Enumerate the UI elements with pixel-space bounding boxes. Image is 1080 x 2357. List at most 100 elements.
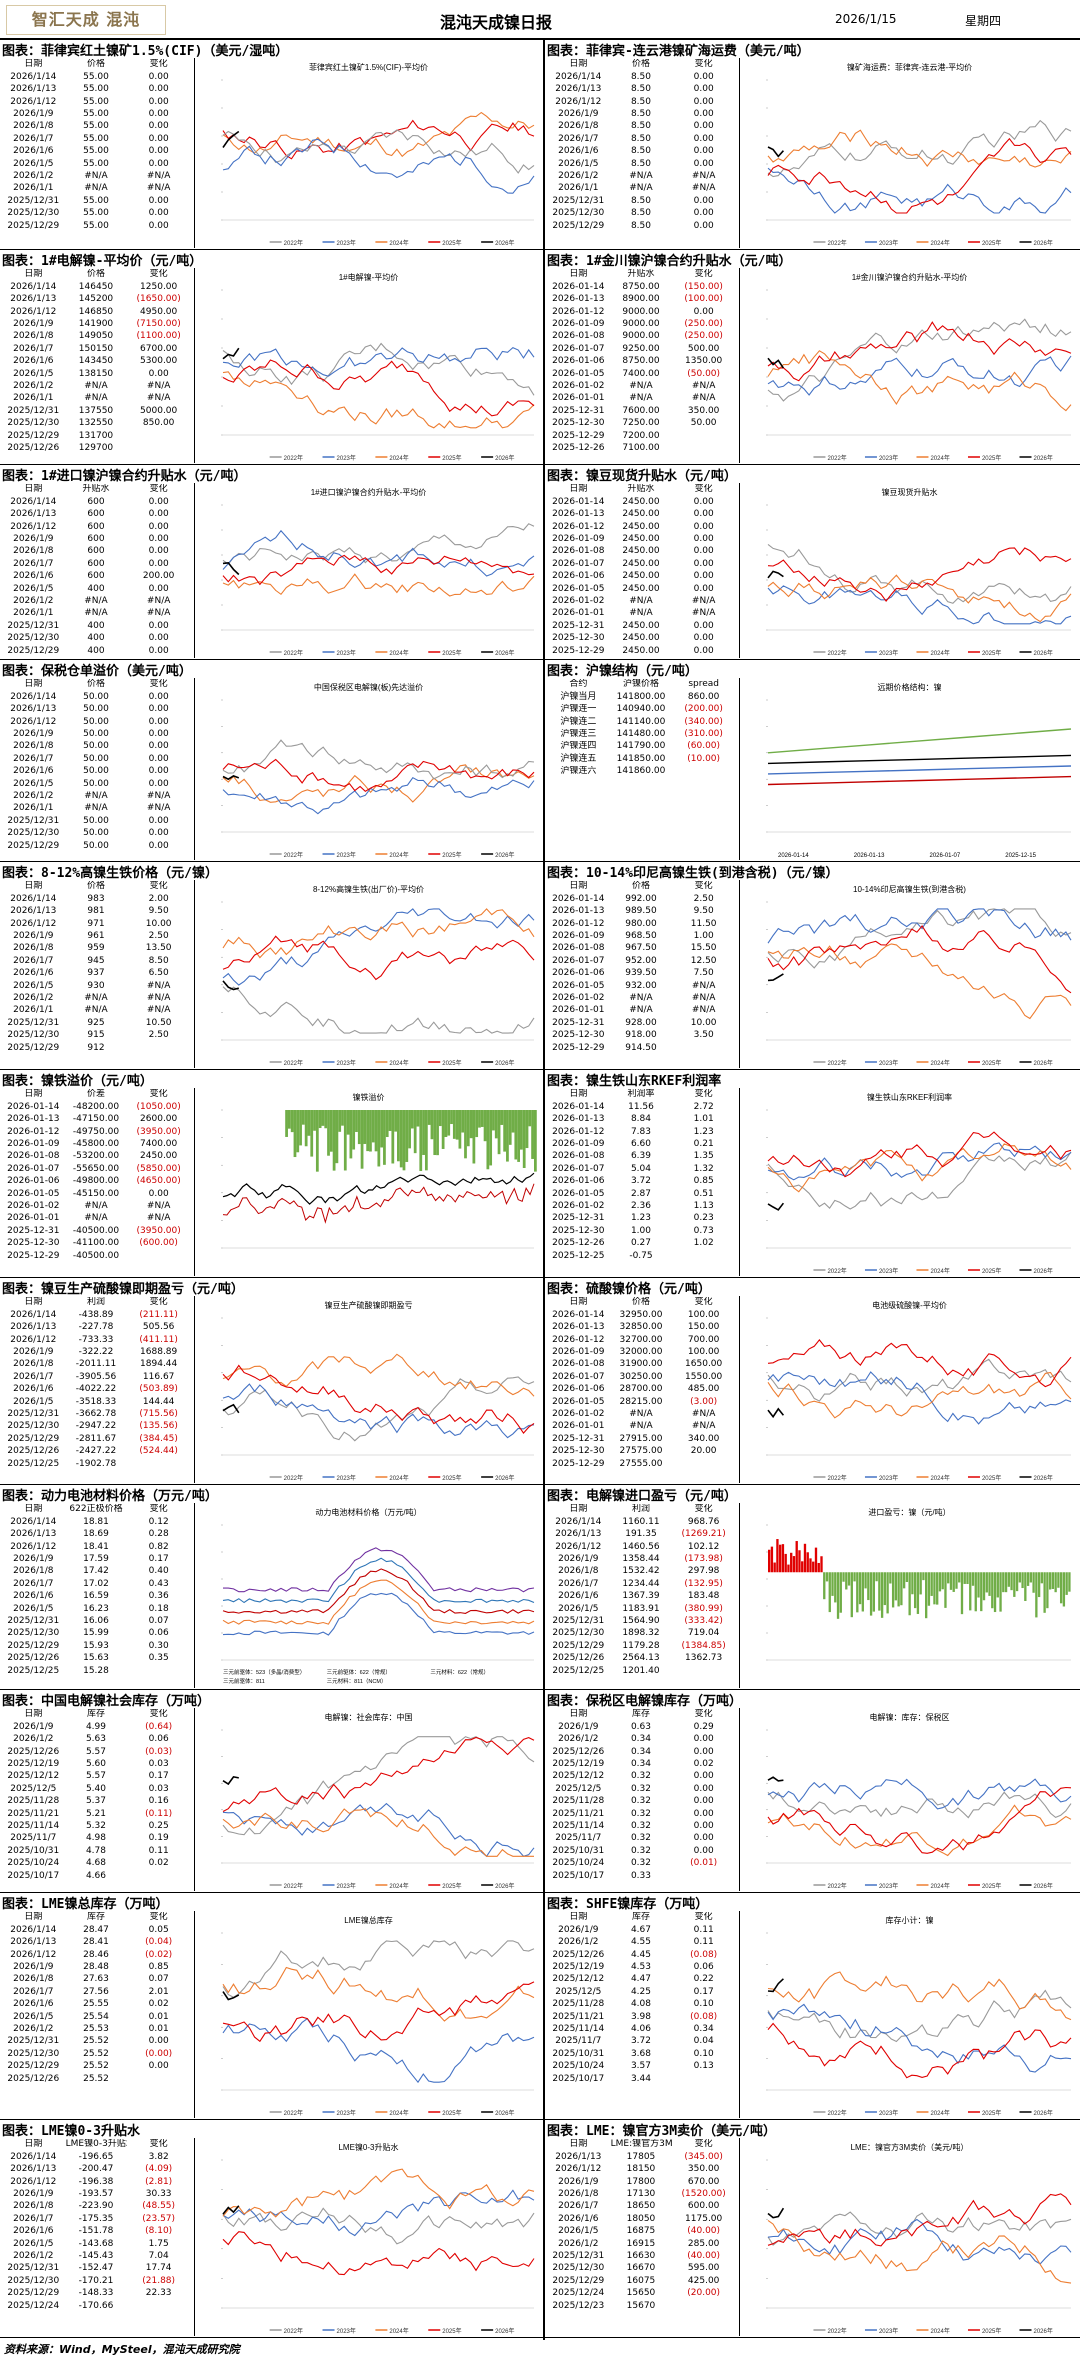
table-cell: 0.00 <box>693 1821 714 1831</box>
series-line-y2023 <box>222 776 535 815</box>
table-cell: 沪镍连二 <box>560 716 597 727</box>
table-cell: -1902.78 <box>75 1458 117 1469</box>
table-cell: (3.00) <box>690 1396 718 1407</box>
premium-bar <box>399 1110 403 1168</box>
legend-label: 2026年 <box>1033 2327 1052 2335</box>
table-header-row: 日期 价格 变化 <box>2 269 190 281</box>
column-header: 价格 <box>631 1297 650 1308</box>
column-header: 变化 <box>149 1089 168 1100</box>
table-cell: 16.23 <box>83 1603 109 1614</box>
table-row: 2025/12/29 8.50 0.00 <box>547 220 735 232</box>
table-row: 2025/12/31 137550 5000.00 <box>2 405 190 417</box>
table-cell: 2026-01-09 <box>7 1139 60 1150</box>
table-row: 2026-01-13 32850.00 150.00 <box>547 1322 735 1334</box>
section-8: 图表：沪镍结构（元/吨） 合约 沪镍价格 spread 沪镍当月 141800.00 860… <box>545 660 1080 862</box>
table-cell: 2450.00 <box>622 620 660 631</box>
table-cell: 2026/1/8 <box>13 741 54 752</box>
premium-bar <box>324 1110 328 1129</box>
table-cell: (40.00) <box>687 2251 721 2261</box>
table-cell: 2026/1/6 <box>13 356 54 367</box>
premium-bar <box>410 1110 414 1129</box>
table-cell: 145200 <box>78 294 114 305</box>
table-cell: 2026-01-02 <box>7 1201 60 1211</box>
table-cell: 0.21 <box>693 1139 714 1150</box>
table-cell: 2026/1/1 <box>13 183 54 194</box>
table-cell: 0.07 <box>148 1974 169 1985</box>
table-cell: 2026/1/5 <box>13 2011 54 2022</box>
table-cell: 1650.00 <box>685 1359 723 1370</box>
table-cell: 2026/1/2 <box>13 1734 54 1745</box>
premium-bar <box>405 1110 409 1162</box>
table-cell: 2026/1/5 <box>13 1396 54 1407</box>
table-cell: 2450.00 <box>140 1151 178 1162</box>
table-cell: (200.00) <box>684 704 723 715</box>
table-row: 2026-01-07 5.04 1.32 <box>547 1163 735 1175</box>
table-cell: 2026/1/12 <box>10 1949 57 1960</box>
table-row: 2025/12/30 915 2.50 <box>2 1030 190 1042</box>
column-header: 变化 <box>149 1297 168 1308</box>
table-cell: 55.00 <box>83 84 109 95</box>
table-cell: #N/A <box>84 1201 108 1211</box>
premium-bar <box>514 1110 518 1160</box>
table-row: 2026/1/5 -3518.33 144.44 <box>2 1396 190 1408</box>
table-cell: 4.99 <box>85 1721 106 1732</box>
column-header: 变化 <box>694 59 713 70</box>
table-cell: (60.00) <box>687 741 721 752</box>
table-cell: -41100.00 <box>72 1238 120 1249</box>
table-cell: 4.66 <box>85 1870 106 1881</box>
table-row: 2026/1/14 18.81 0.12 <box>2 1516 190 1528</box>
table-cell: 2.87 <box>630 1188 651 1199</box>
table-cell: 0.00 <box>148 778 169 789</box>
table-row: 2026/1/8 1532.42 297.98 <box>547 1566 735 1578</box>
column-header: 利润 <box>631 1504 650 1515</box>
table-cell: 2025/12/12 <box>552 1974 605 1985</box>
table-row: 2026/1/12 8.50 0.00 <box>547 96 735 108</box>
table-cell: 0.00 <box>148 741 169 752</box>
table-cell: 2026/1/1 <box>13 608 54 619</box>
table-row: 2025/12/30 400 0.00 <box>2 633 190 645</box>
series-line-y2025 <box>767 1786 1072 1854</box>
table-cell: 2025/12/12 <box>7 1771 60 1782</box>
series-line-y2024 <box>222 1353 535 1397</box>
legend-label: 2024年 <box>930 1267 949 1275</box>
table-cell <box>127 442 190 454</box>
table-cell: 2026-01-12 <box>552 521 605 532</box>
table-row: 2026/1/7 55.00 0.00 <box>2 133 190 145</box>
table-cell: -40500.00 <box>72 1225 120 1236</box>
table-row: 2026-01-01 #N/A #N/A <box>2 1213 190 1225</box>
section-22: 图表：LME：镍官方3M卖价（美元/吨）日期LME:镍官方3M卖价(美元/吨)变… <box>545 2120 1080 2338</box>
table-cell: 16.59 <box>83 1591 109 1602</box>
table-cell: 25.52 <box>83 2061 109 2072</box>
table-row: 2026/1/7 945 8.50 <box>2 955 190 967</box>
table-cell: 2026/1/9 <box>13 534 54 545</box>
table-row: 2025/12/30 15.99 0.06 <box>2 1628 190 1640</box>
table-cell: 2026/1/7 <box>13 558 54 569</box>
table-cell: 0.34 <box>630 1734 651 1745</box>
table-cell: 1532.42 <box>622 1566 660 1577</box>
table-row: 2026/1/6 600 200.00 <box>2 571 190 583</box>
table-cell: 28215.00 <box>619 1396 663 1407</box>
table-cell: 2025/12/19 <box>552 1962 605 1973</box>
table-row: 2026/1/8 50.00 0.00 <box>2 741 190 753</box>
premium-bar <box>464 1110 467 1159</box>
table-cell: 0.00 <box>148 521 169 532</box>
series-line-y2024 <box>767 1804 1072 1857</box>
series-line-y2022 <box>222 1940 535 1998</box>
table-cell: 2025/11/21 <box>552 2011 605 2022</box>
table-cell: 2026/1/8 <box>13 546 54 557</box>
table-cell: 2026-01-09 <box>552 931 605 942</box>
table-cell: 50.00 <box>83 840 109 851</box>
table-cell: 2026-01-07 <box>552 343 605 354</box>
table-cell: 2026-01-07 <box>552 1163 605 1174</box>
profit-bar <box>894 1572 898 1601</box>
table-cell: #N/A <box>691 1005 716 1016</box>
table-cell: 2025/12/25 <box>552 1665 605 1676</box>
table-cell: 5.57 <box>85 1771 106 1782</box>
table-cell: 2025/12/26 <box>7 442 60 453</box>
table-cell: 425.00 <box>687 2275 720 2286</box>
table-cell: 沪镍连六 <box>560 766 597 777</box>
table-cell: 2025/12/30 <box>552 2263 605 2274</box>
table-row: 2026/1/6 937 6.50 <box>2 968 190 980</box>
